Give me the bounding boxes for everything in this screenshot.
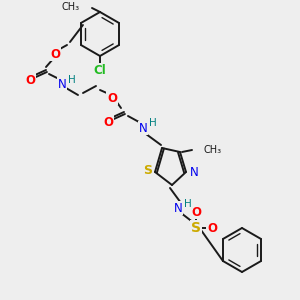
Text: CH₃: CH₃: [62, 2, 80, 12]
Text: N: N: [139, 122, 147, 134]
Text: H: H: [149, 118, 157, 128]
Text: O: O: [191, 206, 201, 218]
Text: N: N: [190, 166, 198, 178]
Text: O: O: [207, 221, 217, 235]
Text: O: O: [103, 116, 113, 128]
Text: S: S: [143, 164, 152, 176]
Text: O: O: [107, 92, 117, 104]
Text: N: N: [174, 202, 182, 214]
Text: O: O: [50, 47, 60, 61]
Text: S: S: [191, 221, 201, 235]
Text: O: O: [25, 74, 35, 86]
Text: H: H: [68, 75, 76, 85]
Text: CH₃: CH₃: [204, 145, 222, 155]
Text: H: H: [184, 199, 192, 209]
Text: Cl: Cl: [94, 64, 106, 76]
Text: N: N: [58, 77, 66, 91]
